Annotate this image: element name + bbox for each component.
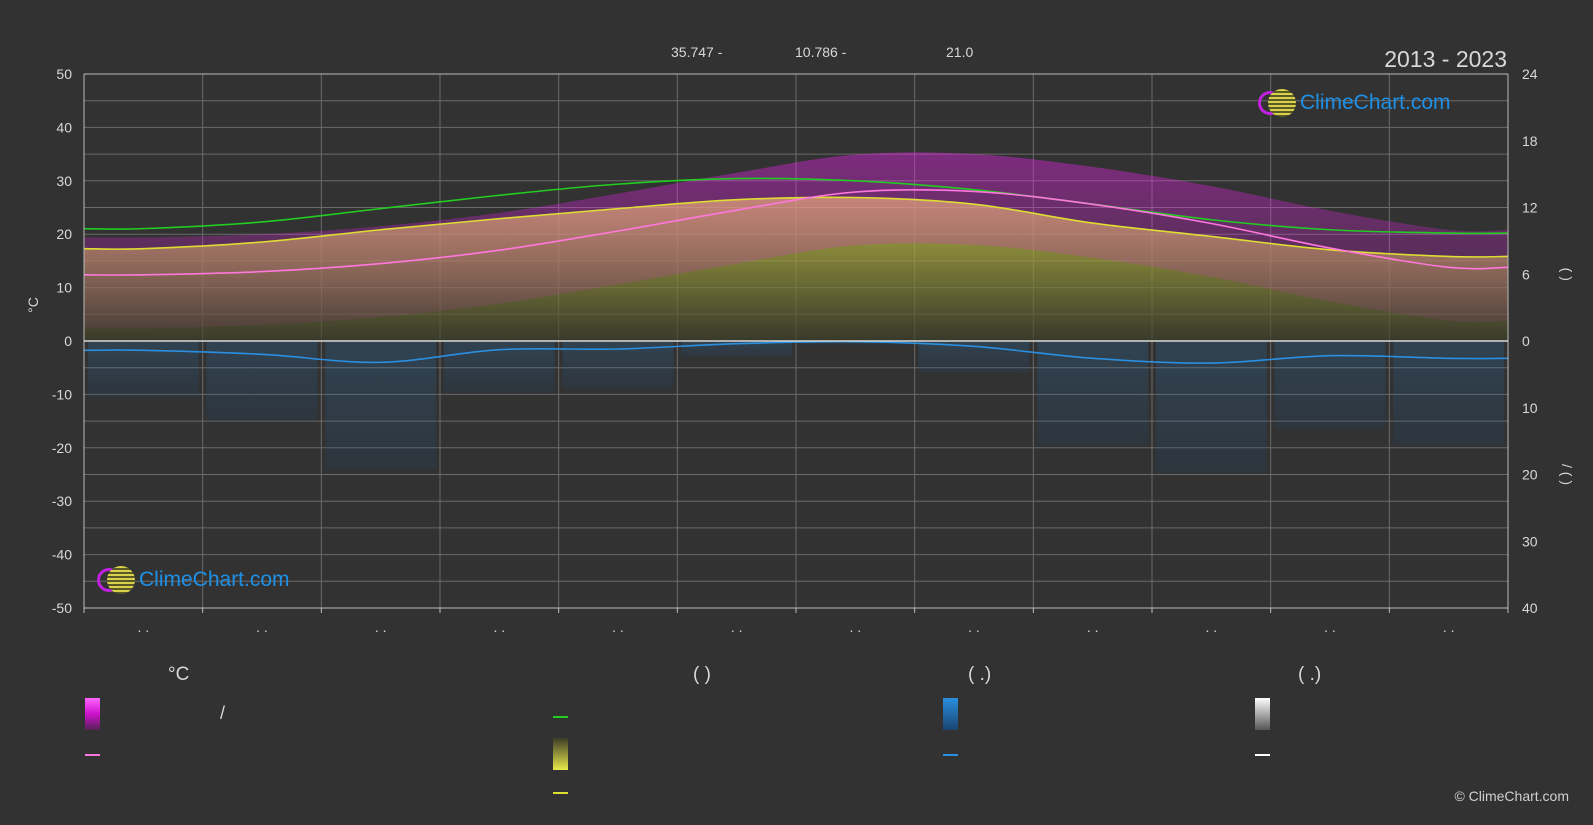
legend-rain-header: ( .) <box>968 664 992 685</box>
left-tick-label: -40 <box>52 547 72 563</box>
right-top-tick-label: 0 <box>1522 333 1530 349</box>
left-tick-label: -50 <box>52 600 72 616</box>
legend-daylight-line <box>553 716 568 718</box>
right-bottom-axis-label: / ( ) <box>1559 464 1575 485</box>
legend-temp-range-swatch <box>85 698 100 730</box>
logo-text: ClimeChart.com <box>1300 91 1451 114</box>
x-tick-label: . . <box>1205 619 1217 635</box>
header-stat-3: 21.0 <box>946 44 974 60</box>
logo-sun-icon <box>1268 89 1296 117</box>
temp-range-band <box>84 152 1508 329</box>
legend-snow-swatch <box>1255 698 1270 730</box>
right-bottom-tick-label: 30 <box>1522 533 1538 549</box>
left-axis-label: °C <box>25 297 41 313</box>
temp-mean-line <box>83 189 1509 276</box>
period-label: 2013 - 2023 <box>1384 46 1507 72</box>
right-top-tick-label: 12 <box>1522 200 1538 216</box>
legend-temp-header: °C <box>168 664 190 685</box>
right-bottom-tick-label: 20 <box>1522 467 1538 483</box>
chart-marks <box>83 152 1509 474</box>
left-tick-label: -10 <box>52 386 72 402</box>
copyright: © ClimeChart.com <box>1454 788 1569 804</box>
rain-bar <box>1037 341 1148 446</box>
header-stat-1: 35.747 - <box>671 44 723 60</box>
right-top-tick-label: 18 <box>1522 133 1538 149</box>
right-top-tick-label: 6 <box>1522 266 1530 282</box>
logo-top[interactable]: ClimeChart.com <box>1258 89 1451 117</box>
x-tick-label: . . <box>493 619 505 635</box>
sunshine-line <box>83 196 1509 258</box>
rain-bar <box>1274 341 1386 430</box>
daylight-line <box>83 177 1509 235</box>
right-bottom-tick-label: 40 <box>1522 600 1538 616</box>
right-top-axis-label: ( ) <box>1559 268 1575 281</box>
axes: 50 40 30 20 10 0 -10 -20 -30 -40 -50 °C 24 18 12 6 0 10 20… <box>25 66 1575 635</box>
right-bottom-tick-label: 10 <box>1522 400 1538 416</box>
left-tick-label: 30 <box>56 173 72 189</box>
legend-rain-mean-line <box>943 754 958 756</box>
left-tick-label: 50 <box>56 66 72 82</box>
x-tick-label: . . <box>137 619 149 635</box>
left-tick-label: 0 <box>64 333 72 349</box>
logo-bottom[interactable]: ClimeChart.com <box>97 566 290 594</box>
left-tick-label: -20 <box>52 440 72 456</box>
left-tick-label: 10 <box>56 280 72 296</box>
x-tick-label: . . <box>256 619 268 635</box>
legend-snow-mean-line <box>1255 754 1270 756</box>
x-tick-label: . . <box>612 619 624 635</box>
legend-rain-swatch <box>943 698 958 730</box>
rain-mean-line <box>83 340 1509 364</box>
x-tick-label: . . <box>1443 619 1455 635</box>
legend-sun-header: ( ) <box>693 664 711 685</box>
legend-sunshine-mean-line <box>553 792 568 794</box>
left-tick-label: 40 <box>56 119 72 135</box>
left-tick-label: 20 <box>56 226 72 242</box>
rain-bar <box>800 341 911 346</box>
x-tick-label: . . <box>849 619 861 635</box>
x-tick-label: . . <box>375 619 387 635</box>
left-tick-label: -30 <box>52 493 72 509</box>
legend-temp-mean-line <box>85 754 100 756</box>
legend-snow-header: ( .) <box>1298 664 1322 685</box>
legend-temp-range-label: / <box>220 703 226 723</box>
right-top-tick-label: 24 <box>1522 66 1538 82</box>
x-tick-label: . . <box>1087 619 1099 635</box>
x-tick-label: . . <box>731 619 743 635</box>
x-tick-label: . . <box>1324 619 1336 635</box>
x-tick-label: . . <box>968 619 980 635</box>
logo-text: ClimeChart.com <box>139 568 290 591</box>
logo-sun-icon <box>107 566 135 594</box>
header-stat-2: 10.786 - <box>795 44 847 60</box>
legend-sunshine-swatch <box>553 738 568 770</box>
